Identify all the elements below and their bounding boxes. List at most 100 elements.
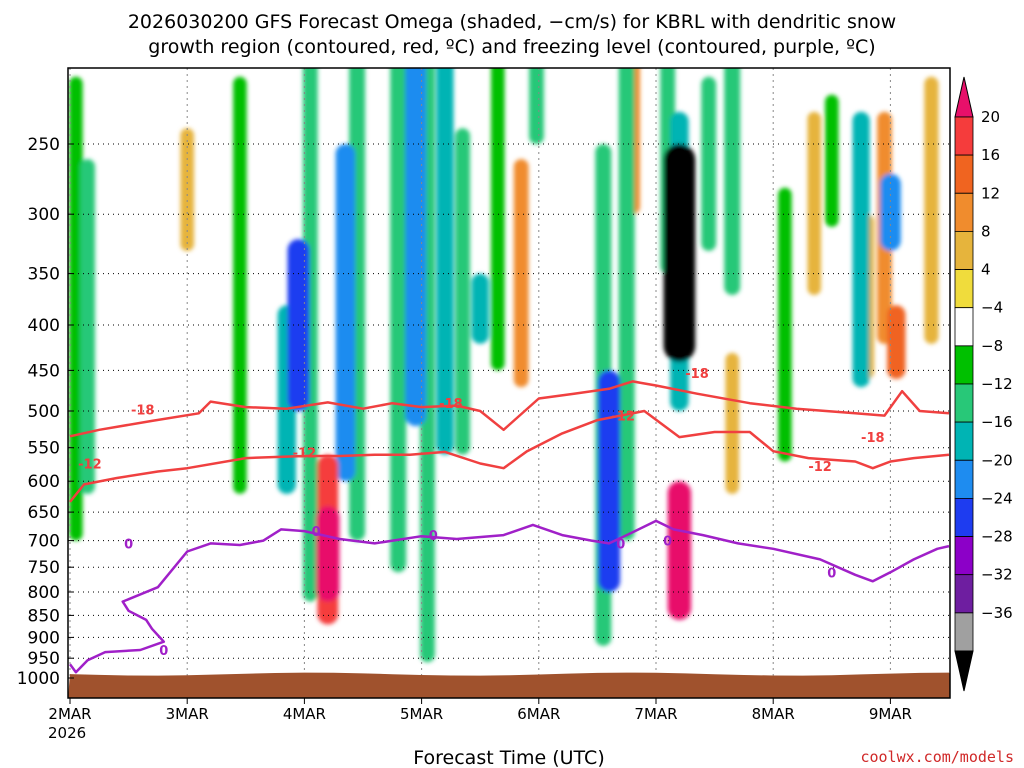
chart-title-line1: 2026030200 GFS Forecast Omega (shaded, −… xyxy=(128,11,896,33)
x-axis: 2MAR 3MAR 4MAR 5MAR 6MAR 7MAR 8MAR 9MAR xyxy=(48,698,912,723)
omega-cell xyxy=(618,68,635,541)
colorbar-label: −24 xyxy=(981,489,1013,507)
contour-label: -12 xyxy=(293,447,317,462)
omega-cell xyxy=(825,94,839,227)
omega-shading xyxy=(69,68,939,663)
colorbar-swatch xyxy=(954,269,974,309)
colorbar-label: −20 xyxy=(981,451,1013,469)
contour-label: 0 xyxy=(312,525,321,540)
colorbar: 20 16 12 8 4 −4 −8 −12 −16 −20 −24 −28 −32 −36 xyxy=(954,76,1013,692)
omega-cell xyxy=(663,144,696,362)
colorbar-label: −28 xyxy=(981,528,1013,546)
plot-area xyxy=(68,68,950,698)
omega-cell xyxy=(471,273,489,344)
omega-cell xyxy=(80,159,95,494)
colorbar-label: 16 xyxy=(981,146,1000,164)
colorbar-top-arrow xyxy=(954,76,974,118)
contour-label: 0 xyxy=(616,537,625,552)
contour-minus18 xyxy=(69,380,950,438)
y-tick-label: 450 xyxy=(28,361,60,381)
omega-cell xyxy=(724,68,741,295)
x-tick-label: 2MAR xyxy=(48,705,91,723)
x-tick-label: 4MAR xyxy=(283,705,326,723)
contour-label: 0 xyxy=(429,529,438,544)
colorbar-label: −12 xyxy=(981,375,1013,393)
colorbar-label: −16 xyxy=(981,413,1013,431)
contour-label: 0 xyxy=(663,535,672,550)
colorbar-label: 4 xyxy=(981,261,991,279)
contour-label: -18 xyxy=(439,397,463,412)
credit-text: coolwx.com/models xyxy=(860,748,1014,766)
x-tick-label: 8MAR xyxy=(752,705,795,723)
y-tick-label: 650 xyxy=(28,503,60,523)
contour-labels: -18 -18 -18 -18 -12 -12 -12 -12 0 0 0 0 0 0 0 xyxy=(78,367,884,659)
colorbar-label: 20 xyxy=(981,108,1000,126)
x-tick-label: 3MAR xyxy=(166,705,209,723)
colorbar-swatch xyxy=(954,383,974,423)
omega-cell xyxy=(69,76,83,541)
omega-cell xyxy=(778,187,792,462)
omega-cell xyxy=(316,506,340,602)
colorbar-swatch xyxy=(954,345,974,385)
colorbar-swatch xyxy=(954,230,974,270)
colorbar-label: −4 xyxy=(981,299,1003,317)
contour-label: -18 xyxy=(131,404,155,419)
colorbar-label: −36 xyxy=(981,604,1013,622)
omega-cell xyxy=(390,68,407,573)
omega-cell xyxy=(924,76,939,344)
y-tick-label: 700 xyxy=(28,532,60,552)
x-tick-label: 9MAR xyxy=(869,705,912,723)
omega-cell xyxy=(335,144,356,482)
plot-frame xyxy=(67,67,951,699)
omega-cell xyxy=(807,111,821,296)
contour-label: -12 xyxy=(808,460,832,475)
y-tick-label: 900 xyxy=(28,628,60,648)
colorbar-label: 8 xyxy=(981,222,991,240)
omega-cell xyxy=(405,68,427,427)
y-tick-label: 350 xyxy=(28,265,60,285)
y-tick-label: 550 xyxy=(28,439,60,459)
colorbar-label: −32 xyxy=(981,566,1013,584)
omega-cell xyxy=(455,128,470,455)
omega-cell xyxy=(701,76,717,251)
omega-cell xyxy=(302,68,318,602)
contour-minus12 xyxy=(69,409,950,503)
omega-cell xyxy=(887,305,906,379)
colorbar-bottom-arrow xyxy=(954,650,974,692)
contour-label: -12 xyxy=(78,458,102,473)
colorbar-swatch xyxy=(954,192,974,232)
terrain xyxy=(68,672,950,698)
contour-label: -18 xyxy=(685,367,709,382)
colorbar-swatch xyxy=(954,116,974,156)
contours xyxy=(68,380,950,674)
colorbar-swatch xyxy=(954,421,974,461)
y-tick-label: 250 xyxy=(28,135,60,155)
colorbar-swatch xyxy=(954,497,974,537)
y-tick-label: 300 xyxy=(28,205,60,225)
y-axis: 2503003504004505005506006507007508008509… xyxy=(17,135,74,689)
x-tick-label: 6MAR xyxy=(517,705,560,723)
y-tick-label: 800 xyxy=(28,583,60,603)
y-tick-label: 1000 xyxy=(17,669,60,689)
colorbar-swatch xyxy=(954,574,974,614)
omega-cell xyxy=(667,481,691,620)
y-tick-label: 950 xyxy=(28,649,60,669)
colorbar-swatch xyxy=(954,154,974,194)
contour-label: -18 xyxy=(861,431,885,446)
omega-cell xyxy=(852,111,870,388)
y-tick-label: 750 xyxy=(28,558,60,578)
omega-cell xyxy=(436,68,454,455)
x-tick-label: 7MAR xyxy=(634,705,677,723)
colorbar-swatch xyxy=(954,307,974,347)
x-tick-label: 5MAR xyxy=(400,705,443,723)
contour-label: 0 xyxy=(827,566,836,581)
omega-cell xyxy=(513,159,529,388)
contour-zero xyxy=(68,519,950,674)
contour-label: 0 xyxy=(124,537,133,552)
colorbar-swatch xyxy=(954,612,974,652)
chart-title-line2: growth region (contoured, red, ºC) and f… xyxy=(148,36,875,58)
omega-cell xyxy=(598,370,621,592)
omega-cell xyxy=(529,68,544,144)
y-tick-label: 500 xyxy=(28,402,60,422)
